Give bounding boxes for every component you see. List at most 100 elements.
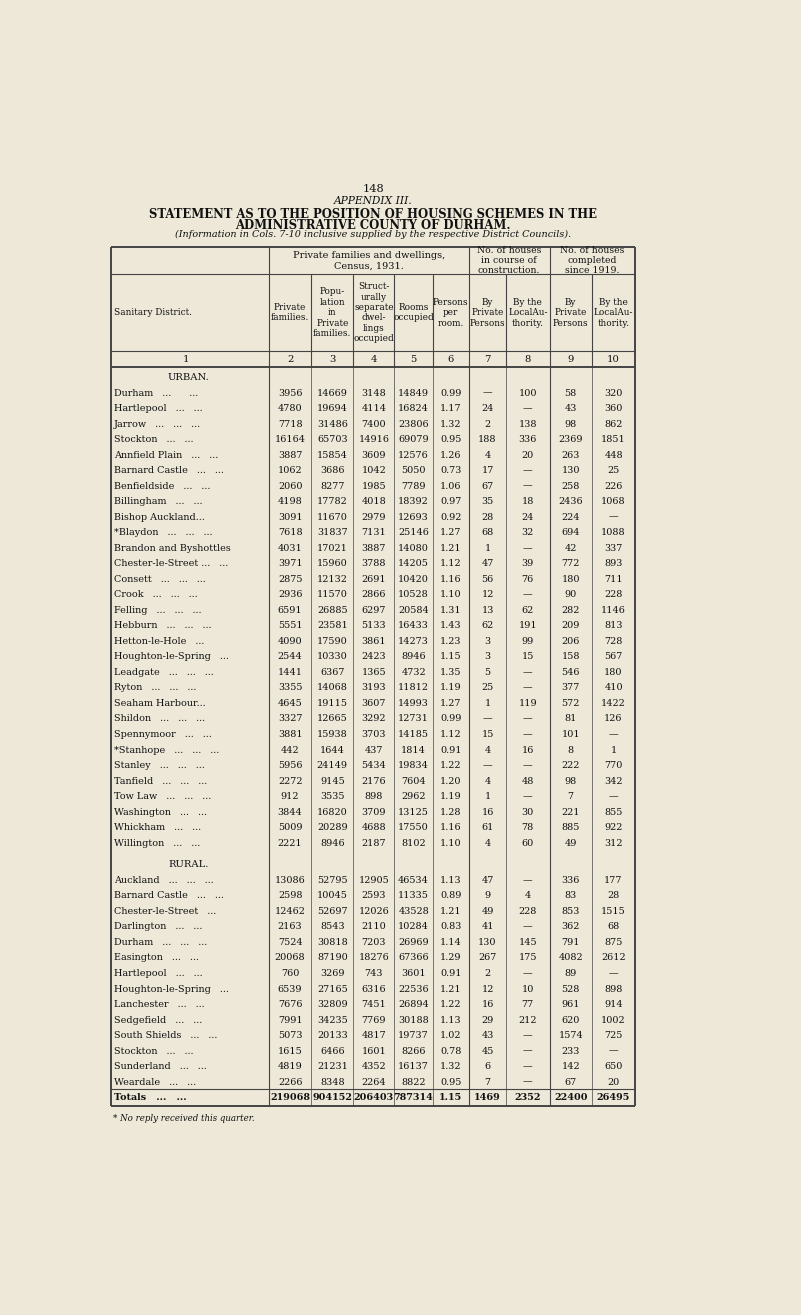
Text: 0.89: 0.89 <box>441 892 461 901</box>
Text: 62: 62 <box>481 621 493 630</box>
Text: 12693: 12693 <box>398 513 429 522</box>
Text: Benfieldside   ...   ...: Benfieldside ... ... <box>114 481 210 490</box>
Text: 528: 528 <box>562 985 580 994</box>
Text: 206403: 206403 <box>354 1093 394 1102</box>
Text: 212: 212 <box>518 1015 537 1024</box>
Text: 148: 148 <box>362 184 384 195</box>
Text: 3703: 3703 <box>361 730 386 739</box>
Text: 320: 320 <box>604 388 622 397</box>
Text: 3355: 3355 <box>278 684 302 693</box>
Text: 6539: 6539 <box>278 985 302 994</box>
Text: 1.21: 1.21 <box>440 543 461 552</box>
Text: 29: 29 <box>481 1015 493 1024</box>
Text: Stockton   ...   ...: Stockton ... ... <box>114 435 193 444</box>
Text: 725: 725 <box>604 1031 622 1040</box>
Text: 3327: 3327 <box>278 714 302 723</box>
Text: 0.95: 0.95 <box>441 1078 461 1086</box>
Text: 9: 9 <box>567 355 574 364</box>
Text: 5956: 5956 <box>278 761 302 771</box>
Text: 7789: 7789 <box>401 481 426 490</box>
Text: 19834: 19834 <box>398 761 429 771</box>
Text: 3971: 3971 <box>278 559 303 568</box>
Text: 15960: 15960 <box>317 559 348 568</box>
Text: 20133: 20133 <box>317 1031 348 1040</box>
Text: 43528: 43528 <box>398 907 429 917</box>
Text: 68: 68 <box>481 529 493 538</box>
Text: 572: 572 <box>562 700 580 707</box>
Text: 224: 224 <box>562 513 580 522</box>
Text: 3709: 3709 <box>361 807 386 817</box>
Text: 28: 28 <box>481 513 493 522</box>
Text: 3269: 3269 <box>320 969 344 978</box>
Text: 1.22: 1.22 <box>440 761 461 771</box>
Text: 158: 158 <box>562 652 580 661</box>
Text: 2598: 2598 <box>278 892 302 901</box>
Text: Hetton-le-Hole   ...: Hetton-le-Hole ... <box>114 636 204 646</box>
Text: 17: 17 <box>481 466 493 475</box>
Text: 78: 78 <box>521 823 534 832</box>
Text: Weardale   ...   ...: Weardale ... ... <box>114 1078 196 1086</box>
Text: 24: 24 <box>521 513 534 522</box>
Text: 1.20: 1.20 <box>440 777 461 785</box>
Text: 2979: 2979 <box>361 513 386 522</box>
Text: 12: 12 <box>481 985 493 994</box>
Text: 18276: 18276 <box>359 953 389 963</box>
Text: 1062: 1062 <box>278 466 303 475</box>
Text: 30818: 30818 <box>317 938 348 947</box>
Text: 15938: 15938 <box>317 730 348 739</box>
Text: —: — <box>523 1047 533 1056</box>
Text: —: — <box>609 1047 618 1056</box>
Text: 180: 180 <box>562 575 580 584</box>
Text: 233: 233 <box>562 1047 580 1056</box>
Text: 0.78: 0.78 <box>441 1047 461 1056</box>
Text: 130: 130 <box>562 466 580 475</box>
Text: 11570: 11570 <box>317 590 348 600</box>
Text: 10330: 10330 <box>317 652 348 661</box>
Text: 2221: 2221 <box>278 839 303 848</box>
Text: 31837: 31837 <box>317 529 348 538</box>
Text: 442: 442 <box>281 746 300 755</box>
Text: 1: 1 <box>485 700 491 707</box>
Text: 12: 12 <box>481 590 493 600</box>
Text: 0.92: 0.92 <box>441 513 461 522</box>
Text: 99: 99 <box>521 636 534 646</box>
Text: 4090: 4090 <box>278 636 303 646</box>
Text: 620: 620 <box>562 1015 580 1024</box>
Text: 42: 42 <box>565 543 577 552</box>
Text: 8102: 8102 <box>401 839 426 848</box>
Text: Easington   ...   ...: Easington ... ... <box>114 953 199 963</box>
Text: Stockton   ...   ...: Stockton ... ... <box>114 1047 193 1056</box>
Text: 180: 180 <box>604 668 622 677</box>
Text: 312: 312 <box>604 839 622 848</box>
Text: 6367: 6367 <box>320 668 344 677</box>
Text: 2593: 2593 <box>361 892 386 901</box>
Text: 26885: 26885 <box>317 606 348 615</box>
Text: 6316: 6316 <box>361 985 386 994</box>
Text: 4780: 4780 <box>278 404 303 413</box>
Text: 19694: 19694 <box>317 404 348 413</box>
Text: 15: 15 <box>481 730 493 739</box>
Text: 2612: 2612 <box>602 953 626 963</box>
Text: 7203: 7203 <box>361 938 386 947</box>
Text: 922: 922 <box>604 823 622 832</box>
Text: 3887: 3887 <box>278 451 302 460</box>
Text: —: — <box>609 513 618 522</box>
Text: 898: 898 <box>604 985 622 994</box>
Text: 2875: 2875 <box>278 575 302 584</box>
Text: *Stanhope   ...   ...   ...: *Stanhope ... ... ... <box>114 746 219 755</box>
Text: 89: 89 <box>565 969 577 978</box>
Text: 34235: 34235 <box>317 1015 348 1024</box>
Text: 4: 4 <box>485 451 491 460</box>
Text: —: — <box>523 481 533 490</box>
Text: 13125: 13125 <box>398 807 429 817</box>
Text: 1851: 1851 <box>601 435 626 444</box>
Text: 1469: 1469 <box>474 1093 501 1102</box>
Text: 1.16: 1.16 <box>440 575 461 584</box>
Text: Private
families.: Private families. <box>271 302 309 322</box>
Text: 35: 35 <box>481 497 493 506</box>
Text: 1.16: 1.16 <box>440 823 461 832</box>
Text: 855: 855 <box>604 807 622 817</box>
Text: 1.12: 1.12 <box>440 559 461 568</box>
Text: 20068: 20068 <box>275 953 305 963</box>
Text: 14185: 14185 <box>398 730 429 739</box>
